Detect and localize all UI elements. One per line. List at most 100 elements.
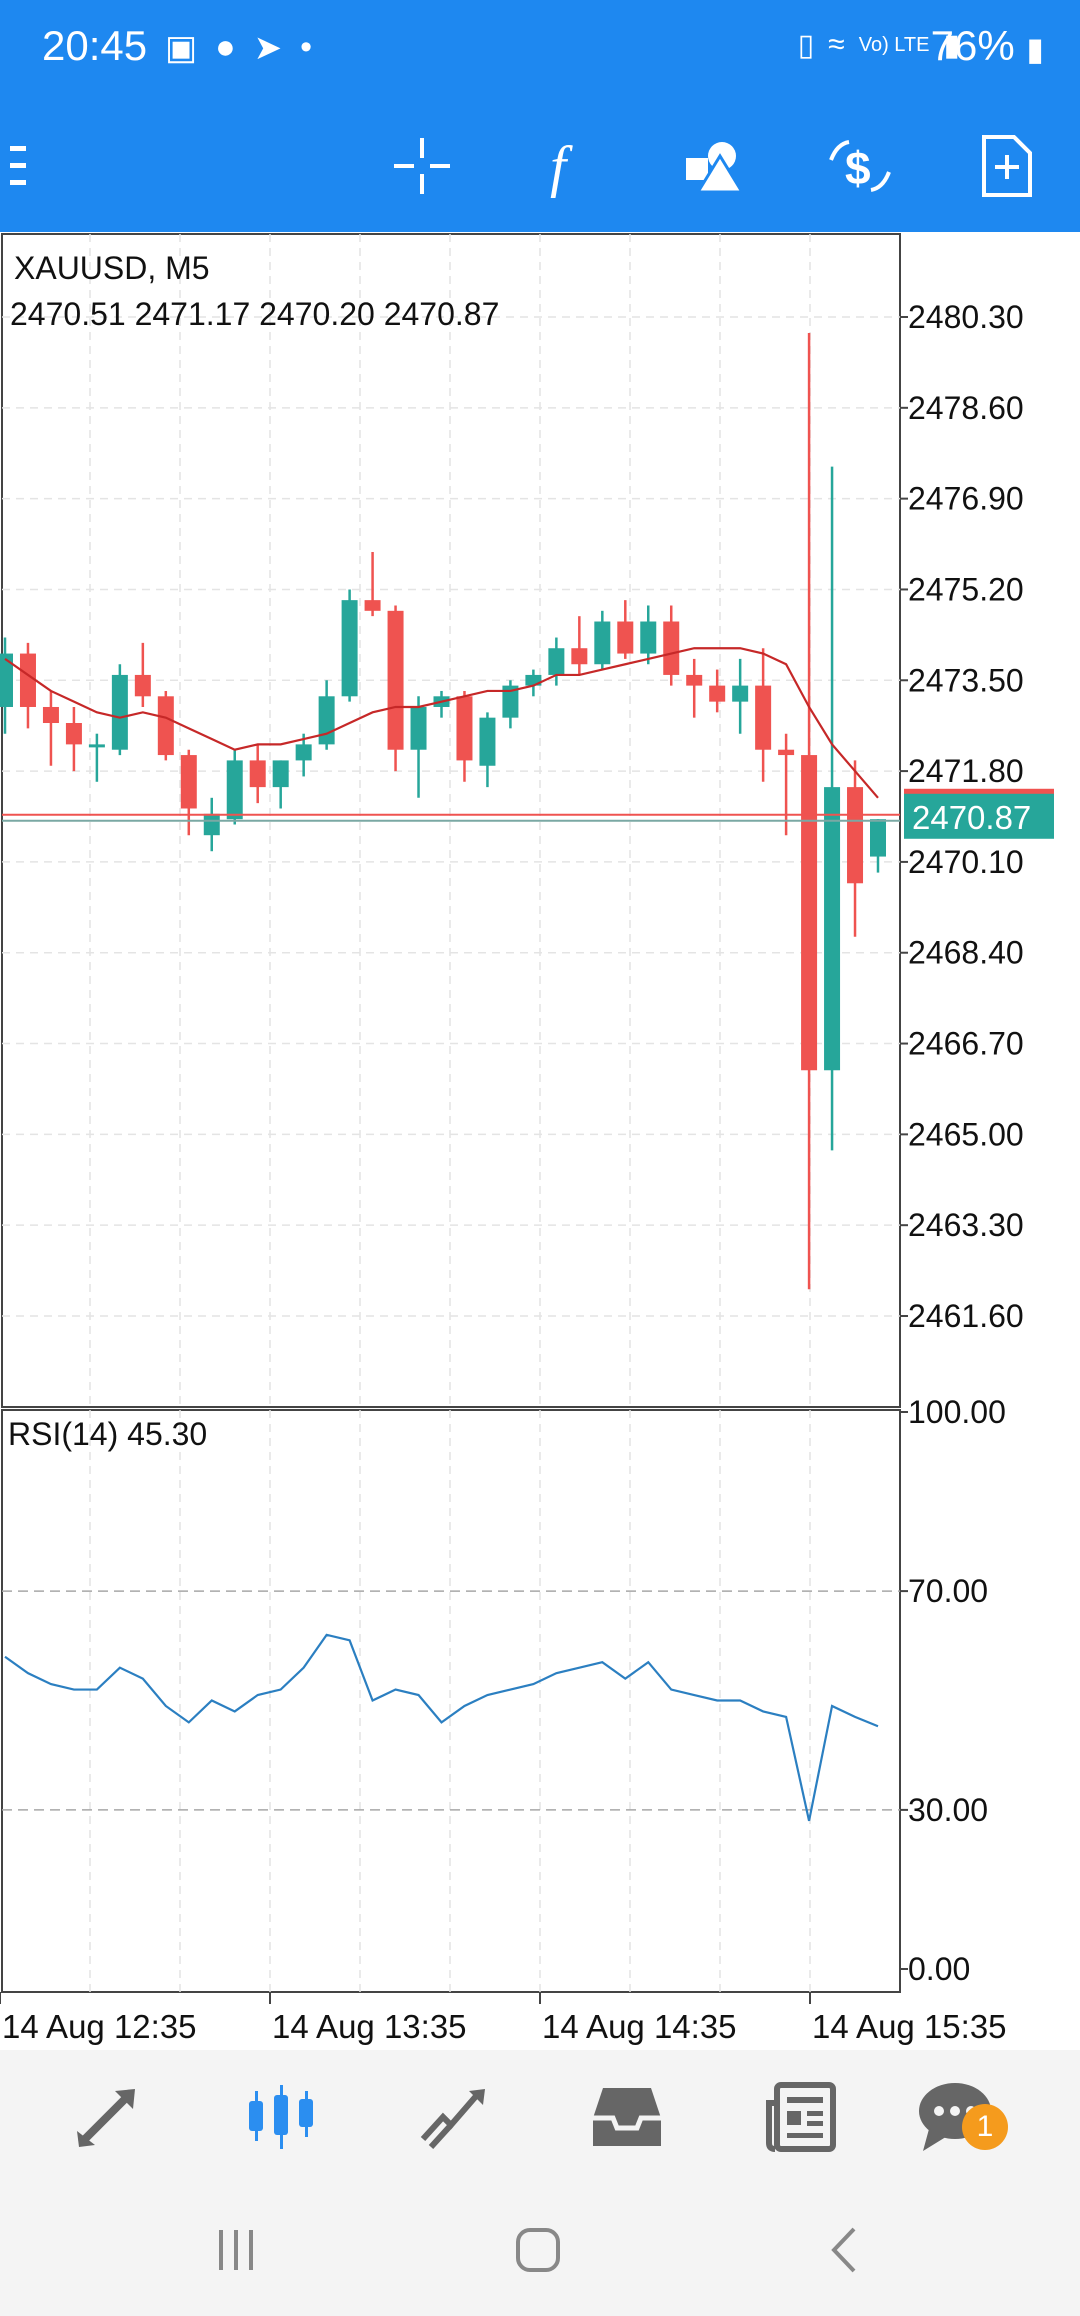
candle-body xyxy=(594,621,611,665)
candle-body xyxy=(548,648,565,675)
system-navigation-bar xyxy=(0,2184,1080,2316)
svg-text:$: $ xyxy=(845,142,871,194)
candle-body xyxy=(387,610,404,750)
home-icon xyxy=(516,2228,560,2272)
candle-body xyxy=(134,674,151,697)
candle-body xyxy=(19,653,36,707)
news-icon xyxy=(766,2082,836,2152)
notification-icons: ▣ ● ➤ • xyxy=(165,28,312,68)
price-tick-label: 2473.50 xyxy=(908,662,1024,698)
current-price-marker xyxy=(904,792,1054,839)
price-tick-label: 2466.70 xyxy=(908,1026,1024,1062)
candle-body xyxy=(226,760,243,820)
indicators-button[interactable]: f xyxy=(528,126,608,206)
current-price-label: 2470.87 xyxy=(912,799,1031,836)
rsi-tick-label: 30.00 xyxy=(908,1792,988,1828)
network-label: Vo) LTE xyxy=(858,34,930,56)
candle-body xyxy=(640,621,657,654)
wechat-icon: ● xyxy=(215,28,236,66)
price-tick-label: 2475.20 xyxy=(908,571,1024,607)
battery-percent: 76% xyxy=(930,22,1015,69)
objects-button[interactable] xyxy=(674,126,754,206)
price-tick-label: 2478.60 xyxy=(908,390,1024,426)
dollar-trade-icon: $ xyxy=(829,140,891,194)
candle-body xyxy=(870,819,886,857)
rsi-line xyxy=(4,1633,879,1822)
nav-news[interactable] xyxy=(756,2072,846,2162)
candle-body xyxy=(295,744,312,761)
sim-icon: ▯ xyxy=(797,29,815,62)
time-tick-label: 14 Aug 15:35 xyxy=(812,2008,1007,2045)
candle-body xyxy=(318,696,335,745)
svg-text:f: f xyxy=(550,134,573,198)
candle-body xyxy=(847,787,864,884)
candle-body xyxy=(571,648,588,665)
price-tick-label: 2461.60 xyxy=(908,1298,1024,1334)
new-order-button[interactable] xyxy=(966,126,1046,206)
recents-icon xyxy=(219,2230,253,2270)
battery-indicator: 76% ▮ xyxy=(931,22,1044,70)
candle-body xyxy=(203,813,220,836)
candle-body xyxy=(755,685,772,750)
candle-body xyxy=(617,621,634,654)
chart-area[interactable]: 2480.30 2478.60 2476.90 2475.20 2473.50 2471.… xyxy=(0,232,1080,2050)
candle-body xyxy=(65,723,82,745)
nav-history[interactable] xyxy=(582,2072,672,2162)
home-button[interactable] xyxy=(498,2220,578,2280)
candle-body xyxy=(456,696,473,761)
rsi-chart-frame xyxy=(1,1409,901,1993)
candle-body xyxy=(778,749,795,756)
status-time: 20:45 xyxy=(42,22,148,69)
wifi-icon: ≈ xyxy=(828,28,845,61)
price-tick-label: 2470.10 xyxy=(908,844,1024,880)
candle-body xyxy=(502,685,519,718)
quotes-icon xyxy=(77,2089,135,2147)
candle-body xyxy=(709,685,726,702)
objects-icon xyxy=(686,142,745,194)
price-chart[interactable]: 2480.30 2478.60 2476.90 2475.20 2473.50 2471.… xyxy=(0,232,1080,2050)
time-tick-label: 14 Aug 14:35 xyxy=(542,2008,737,2045)
rsi-tick-label: 100.00 xyxy=(908,1394,1006,1430)
candle-body xyxy=(0,653,13,707)
price-tick-label: 2465.00 xyxy=(908,1116,1024,1152)
moving-average-line xyxy=(4,647,879,799)
menu-icon xyxy=(10,146,26,185)
back-button[interactable] xyxy=(804,2220,884,2280)
candle-body xyxy=(364,600,381,611)
signal-icon: ▮ xyxy=(943,29,960,62)
trade-icon xyxy=(420,2089,485,2150)
candle-body xyxy=(686,674,703,686)
time-tick-label: 14 Aug 13:35 xyxy=(272,2008,467,2045)
candle-body xyxy=(272,760,289,788)
price-tick-label: 2468.40 xyxy=(908,935,1024,971)
candle-body xyxy=(479,717,496,766)
nav-trade[interactable] xyxy=(410,2072,500,2162)
candle-body xyxy=(111,674,128,750)
battery-icon: ▮ xyxy=(1026,31,1044,67)
candle-body xyxy=(42,706,59,724)
candle-body xyxy=(180,755,197,809)
chart-toolbar: f $ xyxy=(0,96,1080,232)
price-tick-label: 2476.90 xyxy=(908,481,1024,517)
rsi-label: RSI(14) 45.30 xyxy=(8,1416,208,1452)
crosshair-button[interactable] xyxy=(382,126,462,206)
dot-icon: • xyxy=(300,28,313,66)
crosshair-icon xyxy=(394,138,450,194)
price-tick-label: 2471.80 xyxy=(908,753,1024,789)
bottom-navigation xyxy=(0,2050,1080,2184)
gallery-icon: ▣ xyxy=(165,29,198,67)
recents-button[interactable] xyxy=(196,2220,276,2280)
candle-body xyxy=(801,755,818,1071)
candle-body xyxy=(341,600,358,697)
candle-body xyxy=(88,744,105,748)
current-price-marker-top xyxy=(904,788,1054,794)
trade-button[interactable]: $ xyxy=(820,126,900,206)
nav-chart[interactable] xyxy=(236,2072,326,2162)
candle-body xyxy=(157,696,174,756)
menu-button[interactable] xyxy=(0,126,64,206)
price-tick-label: 2463.30 xyxy=(908,1207,1024,1243)
nav-quotes[interactable] xyxy=(62,2072,152,2162)
back-icon xyxy=(831,2227,856,2273)
history-icon xyxy=(593,2088,661,2146)
candle-body xyxy=(732,685,749,702)
